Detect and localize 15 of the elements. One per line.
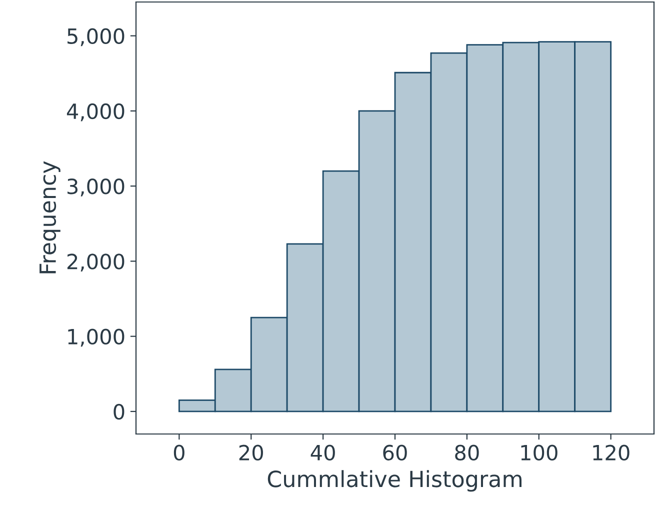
y-tick-label: 0 [114, 404, 124, 420]
x-tick-label: 100 [521, 444, 558, 461]
x-tick-label: 40 [310, 444, 335, 461]
x-axis-title: Cummlative Histogram [268, 470, 522, 492]
y-tick-label: 4,000 [66, 103, 124, 122]
y-tick-label: 5,000 [68, 28, 124, 46]
x-tick-label: 20 [239, 444, 263, 461]
x-tick-label: 120 [593, 444, 630, 461]
x-tick-label: 60 [383, 444, 407, 461]
y-tick-label: 2,000 [67, 254, 124, 272]
y-tick-label: 3,000 [68, 178, 124, 196]
y-tick-label: 1,000 [68, 328, 124, 347]
x-tick-label: 0 [174, 444, 184, 461]
y-axis-title: Frequency [40, 161, 60, 274]
x-tick-label: 80 [455, 444, 479, 461]
